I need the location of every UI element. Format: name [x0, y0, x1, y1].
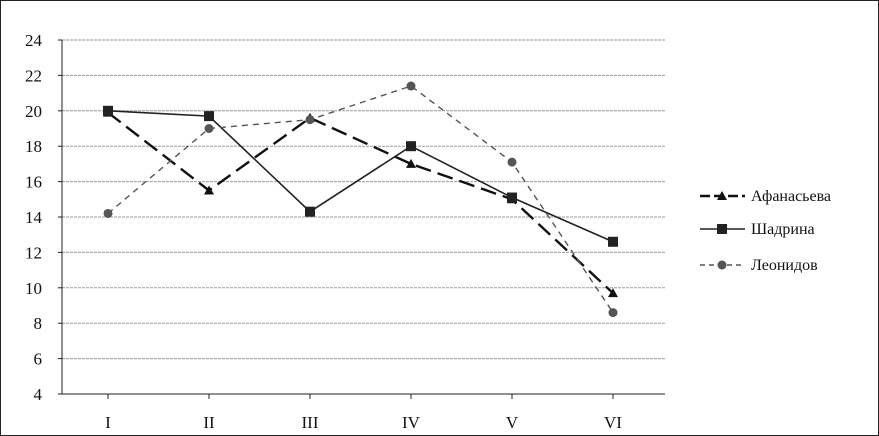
series-group: [103, 81, 618, 318]
x-tick-label: IV: [402, 413, 421, 432]
legend-label: Леонидов: [751, 257, 818, 274]
data-point: [608, 288, 618, 298]
series-line: [107, 110, 614, 243]
x-tick-labels: I II III IV V VI: [105, 413, 622, 432]
data-point: [406, 141, 416, 152]
y-tick-label: 20: [25, 102, 42, 121]
legend-marker: [717, 191, 727, 200]
y-tick-label: 4: [34, 385, 43, 404]
data-point: [305, 206, 315, 217]
data-point: [406, 158, 416, 168]
y-tick-label: 10: [25, 279, 42, 298]
legend: Афанасьева Шадрина Леонидов: [700, 188, 831, 274]
legend-label: Шадрина: [751, 221, 815, 238]
data-point: [204, 185, 214, 195]
y-tick-label: 18: [25, 137, 42, 156]
y-tick-label: 6: [34, 350, 43, 369]
legend-marker: [717, 224, 727, 234]
legend-item: Леонидов: [700, 257, 818, 274]
y-tick-labels: 4 6 8 10 12 14 16 18 20 22 24: [25, 31, 43, 404]
gridlines: [58, 39, 665, 399]
data-point: [406, 81, 416, 91]
data-point: [204, 124, 214, 133]
y-tick-label: 8: [34, 314, 43, 333]
x-tick-label: II: [203, 413, 215, 432]
y-tick-label: 22: [25, 66, 42, 85]
data-point: [507, 157, 517, 167]
x-tick-label: III: [302, 413, 319, 432]
axes: [61, 40, 665, 395]
y-tick-label: 12: [25, 243, 42, 262]
x-tick-label: V: [506, 413, 519, 432]
data-point: [608, 236, 618, 247]
legend-marker: [717, 260, 727, 270]
x-tick-label: VI: [604, 413, 622, 432]
y-tick-label: 24: [25, 31, 43, 50]
data-point: [507, 192, 517, 203]
data-point: [204, 111, 214, 122]
data-point: [103, 105, 113, 116]
legend-label: Афанасьева: [751, 188, 831, 205]
data-point: [608, 308, 618, 318]
series-line: [107, 111, 614, 294]
legend-item: Шадрина: [700, 221, 815, 238]
data-point: [103, 208, 113, 218]
legend-item: Афанасьева: [700, 188, 831, 205]
data-point: [305, 115, 315, 125]
series-1: [103, 107, 618, 298]
y-tick-label: 16: [25, 173, 42, 192]
series-line: [107, 85, 614, 313]
series-2: [103, 105, 618, 247]
x-tick-label: I: [105, 413, 111, 432]
series-3: [103, 81, 618, 318]
y-tick-label: 14: [25, 208, 43, 227]
